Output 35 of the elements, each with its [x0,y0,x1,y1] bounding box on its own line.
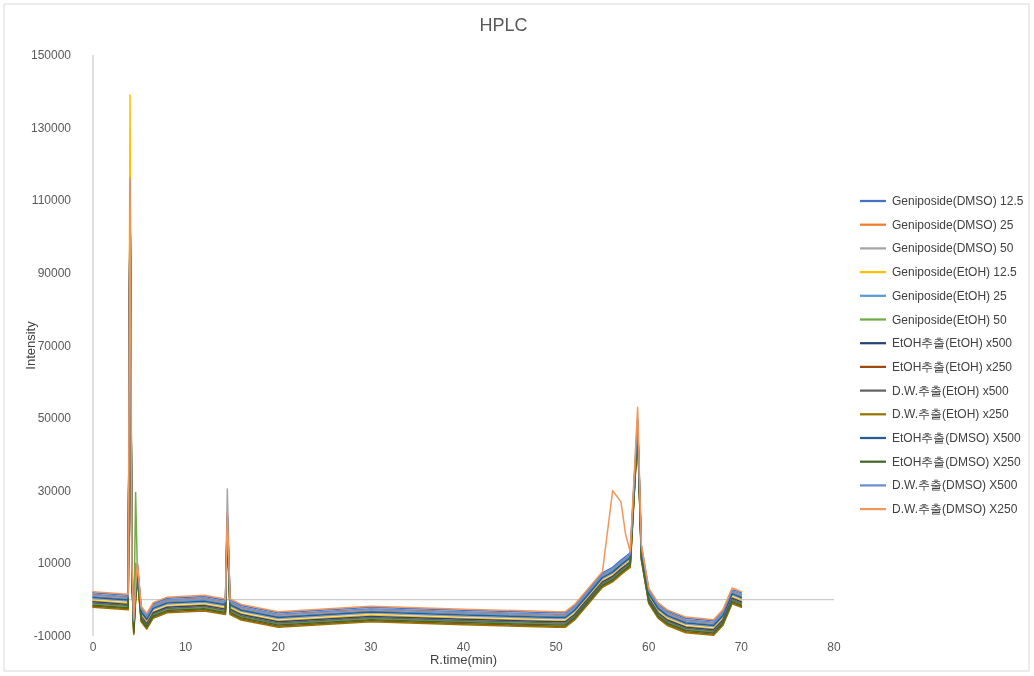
x-tick-label: 60 [642,640,656,654]
x-tick-label: 40 [456,640,471,654]
legend-label: EtOH추출(EtOH) x500 [892,336,1013,351]
y-tick-label: 110000 [31,193,72,208]
x-axis-title: R.time(min) [429,652,498,667]
legend-label: D.W.추출(DMSO) X500 [892,478,1018,493]
legend-label: Geniposide(EtOH) 50 [892,312,1008,327]
legend-label: Geniposide(EtOH) 12.5 [892,265,1018,280]
y-tick-label: 70000 [37,338,72,353]
legend-label: EtOH추출(DMSO) X250 [892,454,1022,469]
legend-label: Geniposide(DMSO) 12.5 [892,194,1024,208]
x-tick-label: 0 [89,640,97,654]
x-tick-label: 10 [178,640,193,654]
legend-label: D.W.추출(EtOH) x500 [892,383,1010,398]
legend-label: Geniposide(EtOH) 25 [892,288,1008,303]
y-tick-label: 50000 [37,411,72,426]
y-tick-label: 30000 [37,483,72,498]
x-tick-label: 20 [271,640,286,654]
chart-title: HPLC [479,15,528,35]
x-tick-label: 70 [734,640,749,654]
y-tick-label: 150000 [30,48,72,62]
legend-label: EtOH추출(DMSO) X500 [892,431,1022,445]
y-tick-label: 10000 [37,556,72,571]
y-tick-label: -10000 [33,629,72,643]
legend-label: EtOH추출(EtOH) x250 [892,359,1013,374]
legend-label: D.W.추출(EtOH) x250 [892,407,1010,422]
x-tick-label: 30 [364,640,378,654]
legend-label: Geniposide(DMSO) 25 [892,217,1014,232]
y-tick-label: 130000 [30,120,72,135]
y-axis-title: Intensity [23,320,38,370]
legend-label: D.W.추출(DMSO) X250 [892,502,1018,517]
x-tick-label: 80 [827,640,841,654]
y-tick-label: 90000 [37,265,72,280]
x-tick-label: 50 [549,640,564,654]
legend-label: Geniposide(DMSO) 50 [892,241,1014,256]
